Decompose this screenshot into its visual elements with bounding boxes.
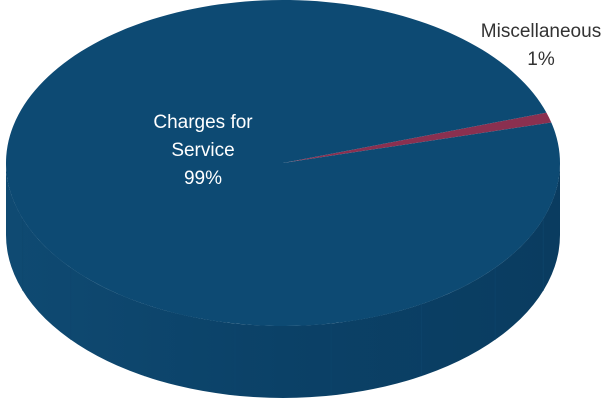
slice-value-label-1: 1% bbox=[527, 49, 555, 70]
pie-top-face bbox=[6, 0, 561, 327]
slice-name-label-1: Miscellaneous bbox=[481, 21, 601, 42]
slice-value-label-0: 99% bbox=[184, 168, 222, 189]
slice-name-label-0: Charges for bbox=[153, 112, 253, 133]
pie-slice-0 bbox=[6, 0, 561, 327]
slice-name-label-0: Service bbox=[171, 140, 234, 161]
pie-labels: Charges for Service 99% Miscellaneous 1% bbox=[153, 21, 601, 189]
pie-side-wall bbox=[6, 163, 560, 398]
pie-slice-1 bbox=[283, 112, 552, 163]
